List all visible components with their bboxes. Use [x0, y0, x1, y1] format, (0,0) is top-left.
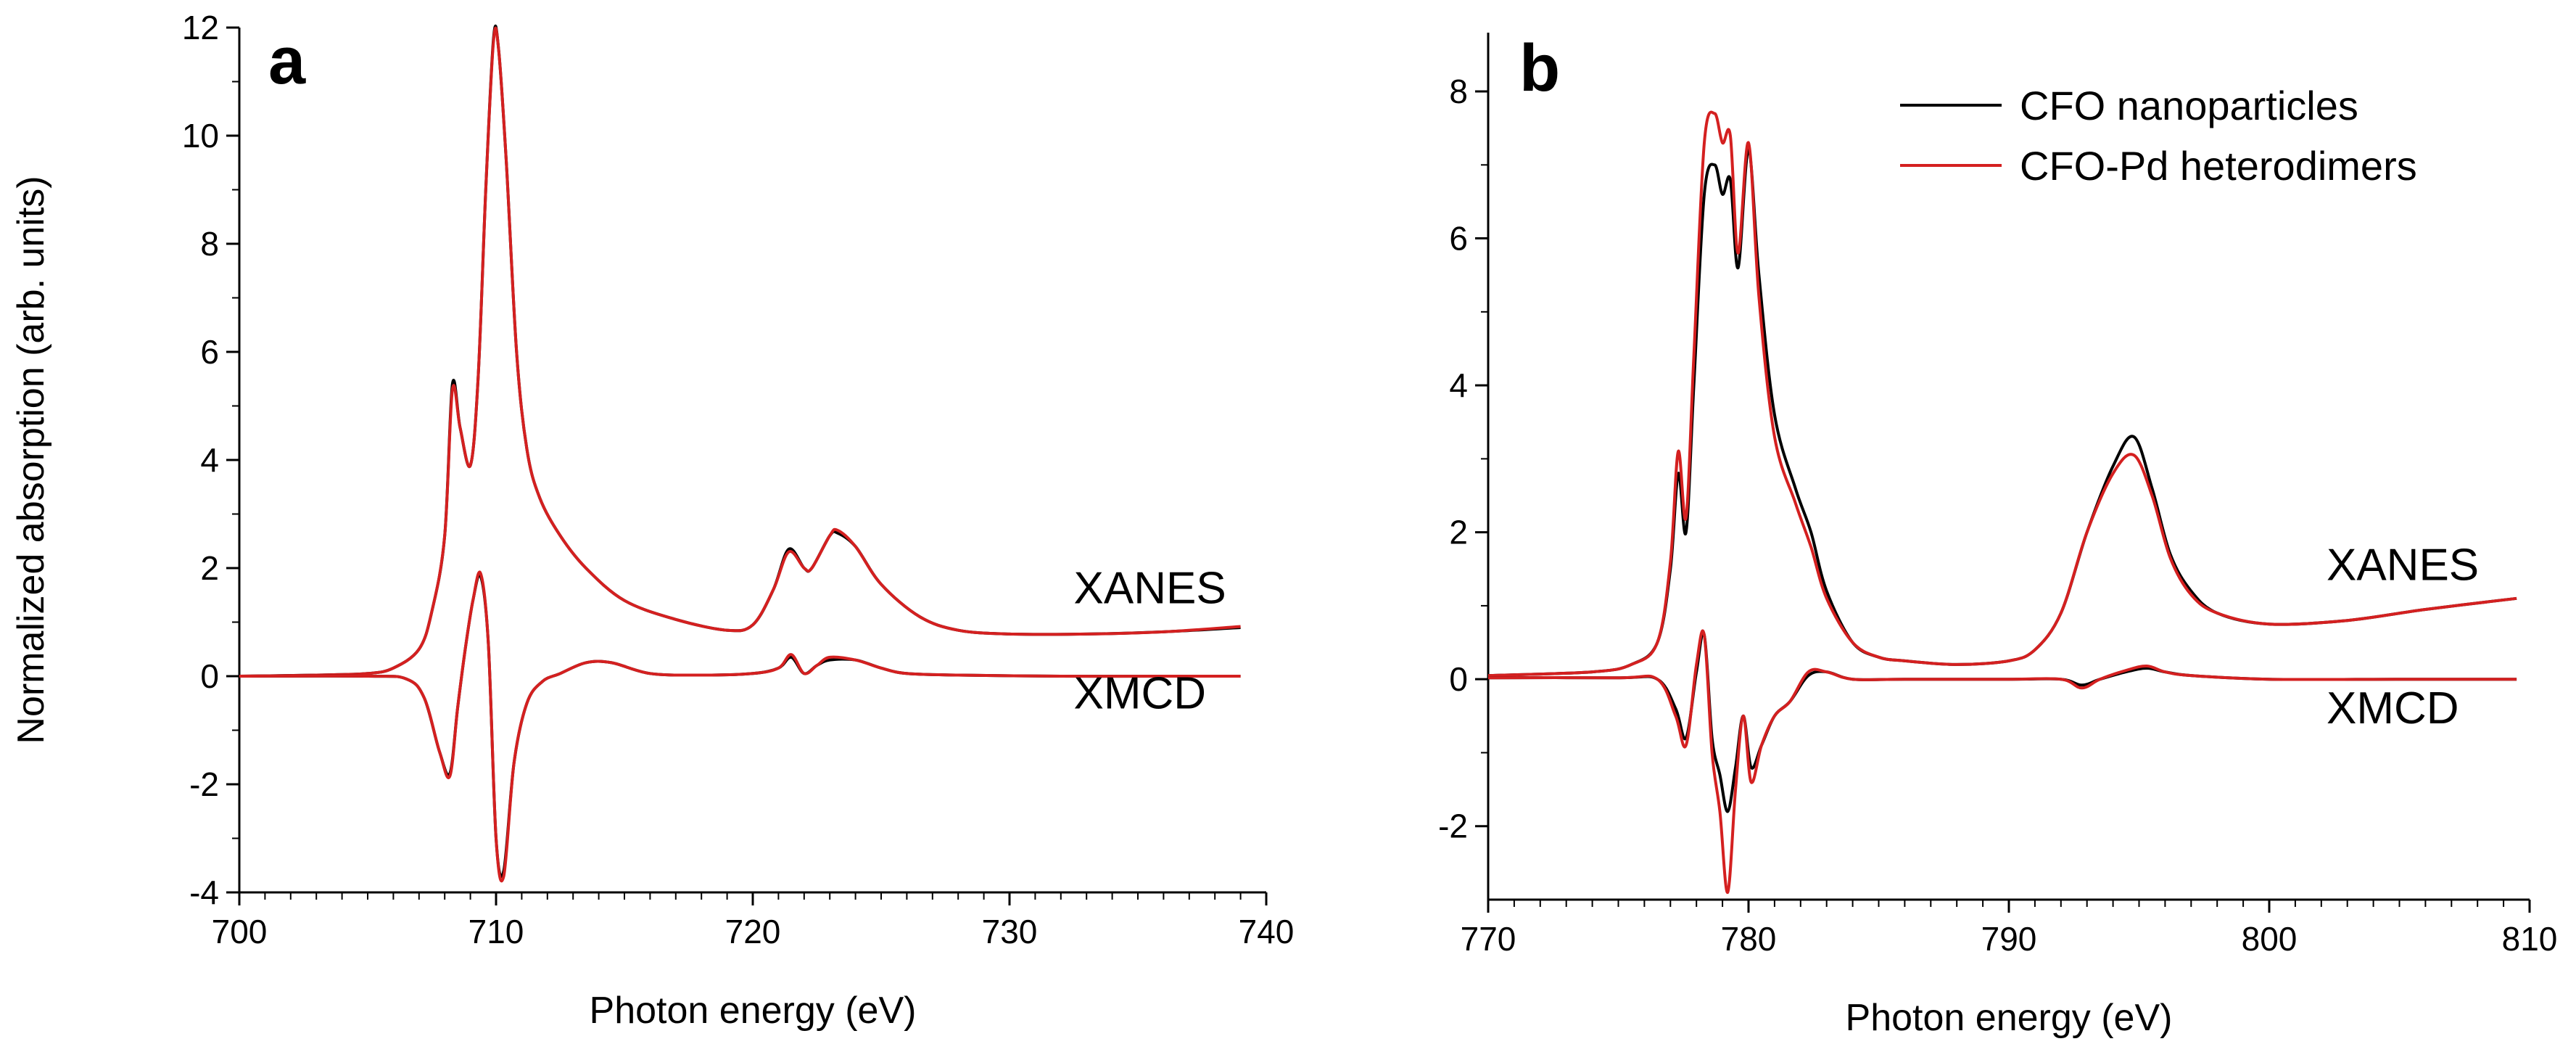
- series-line-a-cfo-pd-heterodimers-xanes: [239, 26, 1241, 678]
- x-axis-title-b: Photon energy (eV): [1846, 997, 2173, 1039]
- series-line-a-cfo-pd-heterodimers-xmcd: [239, 570, 1241, 883]
- y-tick-label-a-2: 2: [200, 549, 219, 587]
- y-axis-title-a: Normalized absorption (arb. units): [10, 176, 52, 744]
- y-tick-label-b-2: 2: [1449, 514, 1468, 551]
- legend-b: CFO nanoparticles CFO-Pd heterodimers: [1900, 83, 2417, 189]
- y-tick-label-a-12: 12: [182, 9, 219, 46]
- panel-label-b: b: [1519, 31, 1560, 105]
- annotation-xmcd-a: XMCD: [1074, 669, 1207, 719]
- y-tick-label-a--2: -2: [189, 765, 219, 803]
- legend-label-cfo-nanoparticles: CFO nanoparticles: [2020, 83, 2358, 128]
- x-tick-label-a-730: 730: [982, 913, 1038, 950]
- y-tick-label-a-10: 10: [182, 117, 219, 155]
- y-tick-label-a-8: 8: [200, 225, 219, 263]
- y-tick-label-a-0: 0: [200, 657, 219, 695]
- x-tick-label-b-770: 770: [1461, 920, 1516, 958]
- y-tick-label-b-6: 6: [1449, 220, 1468, 258]
- y-tick-label-b--2: -2: [1438, 808, 1468, 845]
- series-line-b-cfo-nanoparticles-xanes: [1487, 148, 2517, 678]
- x-tick-label-a-720: 720: [725, 913, 781, 950]
- x-tick-label-b-780: 780: [1721, 920, 1777, 958]
- y-tick-label-a-4: 4: [200, 441, 219, 479]
- annotation-xmcd-b: XMCD: [2327, 683, 2459, 733]
- y-tick-label-b-4: 4: [1449, 366, 1468, 404]
- annotation-xanes-a: XANES: [1074, 563, 1226, 613]
- y-tick-label-b-0: 0: [1449, 660, 1468, 698]
- y-tick-label-a-6: 6: [200, 333, 219, 371]
- y-tick-label-b-8: 8: [1449, 73, 1468, 110]
- annotation-xanes-b: XANES: [2327, 540, 2479, 590]
- x-axis-title-a: Photon energy (eV): [590, 990, 917, 1032]
- series-line-b-cfo-pd-heterodimers-xmcd: [1487, 629, 2517, 894]
- x-tick-label-a-700: 700: [212, 913, 268, 950]
- x-tick-label-b-800: 800: [2242, 920, 2298, 958]
- series-line-a-cfo-nanoparticles-xmcd: [239, 573, 1241, 878]
- panel-a: 700 710 720 730 740 -4 -2 0 2 4 6 8 10 12 a XANES XMC…: [10, 9, 1294, 1032]
- x-tick-label-b-810: 810: [2502, 920, 2558, 958]
- y-tick-label-a--4: -4: [189, 874, 219, 911]
- legend-label-cfo-pd-heterodimers: CFO-Pd heterodimers: [2020, 143, 2417, 189]
- series-line-b-cfo-pd-heterodimers-xanes: [1487, 110, 2517, 678]
- panel-label-a: a: [268, 24, 306, 98]
- plot-area-a: [239, 28, 1266, 892]
- x-tick-label-b-790: 790: [1981, 920, 2037, 958]
- panel-b: 770 780 790 800 810 -2 0 2 4 6 8 b XANES XMCD Phot…: [1438, 31, 2557, 1039]
- x-tick-label-a-740: 740: [1239, 913, 1295, 950]
- x-tick-label-a-710: 710: [468, 913, 524, 950]
